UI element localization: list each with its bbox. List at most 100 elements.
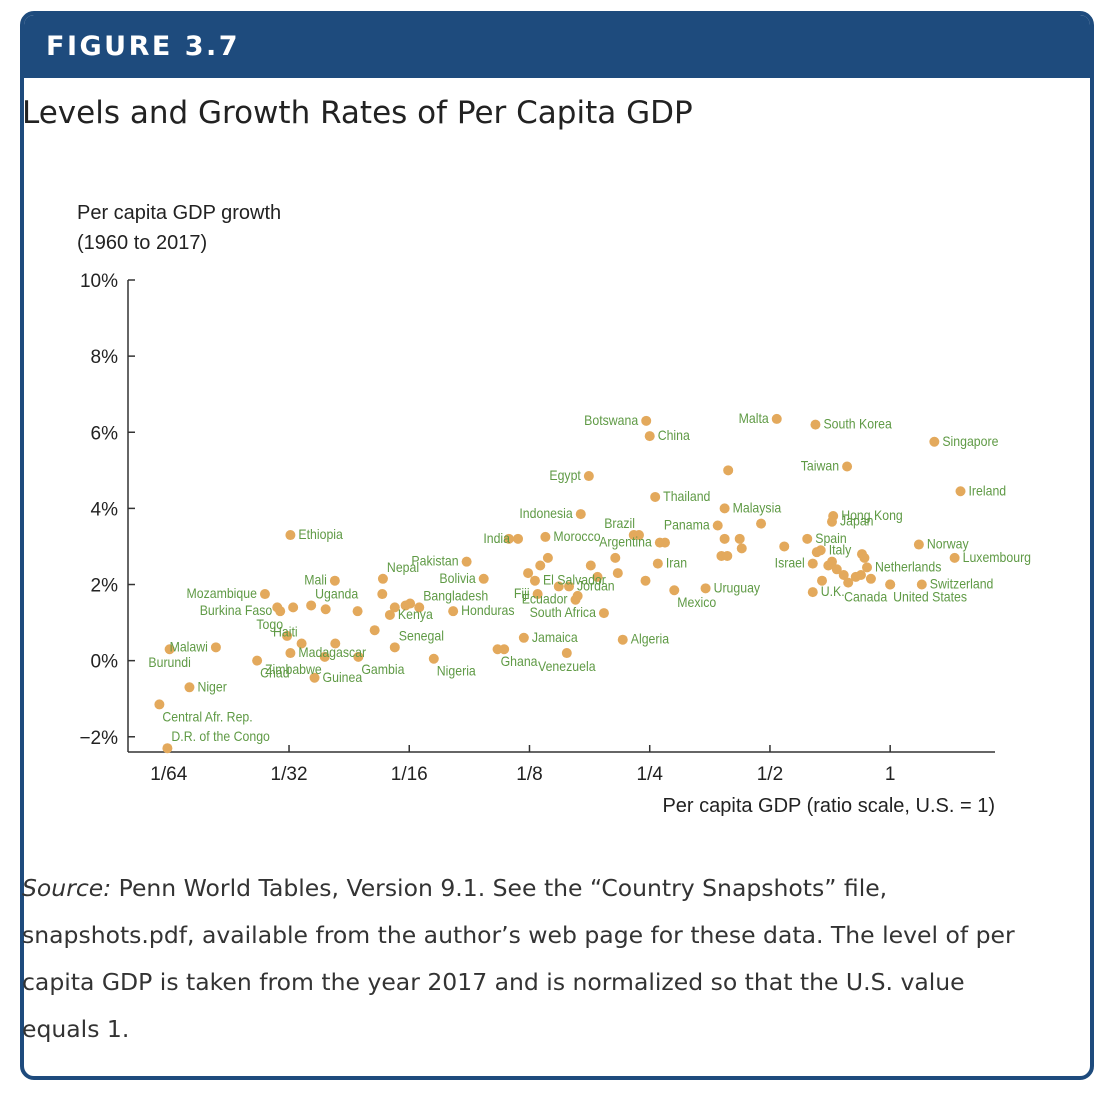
data-point [282, 630, 293, 641]
data-point [734, 533, 745, 544]
point-label: Haiti [273, 624, 298, 640]
point-label: Ethiopia [298, 526, 343, 542]
point-label: Spain [815, 530, 846, 546]
x-tick-label: 1/32 [271, 764, 308, 785]
data-point [719, 503, 730, 514]
y-axis-label-line2: (1960 to 2017) [77, 232, 207, 254]
point-label: Jordan [577, 578, 615, 594]
point-label: Pakistan [411, 553, 458, 569]
point-label: Senegal [399, 628, 444, 644]
data-point [162, 743, 173, 754]
point-label: Bangladesh [423, 588, 488, 604]
data-point [535, 560, 546, 571]
point-label: Mali [304, 572, 327, 588]
data-point [503, 533, 514, 544]
source-prefix: Source: [22, 874, 112, 902]
point-label: South Korea [823, 416, 892, 432]
data-point [553, 581, 564, 592]
data-point [865, 573, 876, 584]
data-point [802, 533, 813, 544]
data-point [826, 556, 837, 567]
point-label: Singapore [942, 433, 998, 449]
x-tick-label: 1/64 [150, 764, 187, 785]
point-label: Malaysia [733, 500, 782, 516]
point-label: U.K. [821, 583, 845, 599]
y-tick-label: −2% [79, 728, 118, 749]
data-point [807, 558, 818, 569]
data-point [377, 573, 388, 584]
point-label: Fiji [514, 585, 530, 601]
point-label: Malawi [170, 639, 208, 655]
data-point [811, 547, 822, 558]
scatter-chart: Per capita GDP growth (1960 to 2017) Per… [77, 202, 1031, 817]
y-axis-label-line1: Per capita GDP growth [77, 202, 281, 224]
data-point [542, 552, 553, 563]
data-point [513, 533, 524, 544]
data-point [949, 552, 960, 563]
point-label: Chad [260, 665, 289, 681]
data-point [592, 571, 603, 582]
data-point [659, 537, 670, 548]
data-point [352, 606, 363, 617]
source-note: Source: Penn World Tables, Version 9.1. … [22, 865, 1032, 1053]
point-label: Hong Kong [841, 507, 903, 523]
axes: 10% 8% 6% 4% 2% 0% −2% 1/64 1/32 1/16 1/8 1/4 1/2 1 [79, 271, 995, 785]
point-label: Uruguay [714, 580, 761, 596]
data-point [913, 539, 924, 550]
point-label: Israel [775, 555, 805, 571]
data-point [838, 570, 849, 580]
point-label: Panama [664, 517, 710, 533]
data-point [461, 556, 472, 567]
y-tick-label: 0% [91, 652, 119, 673]
data-point [309, 672, 320, 683]
point-label: Ireland [969, 483, 1007, 499]
figure-number: FIGURE 3.7 [24, 15, 1090, 78]
data-point [306, 600, 317, 611]
data-point [561, 648, 572, 659]
data-point [669, 585, 680, 596]
data-point [736, 543, 747, 554]
point-label: Malta [739, 410, 770, 426]
point-label: Guinea [323, 669, 363, 685]
point-label: Uganda [315, 586, 359, 602]
points-layer [154, 413, 966, 754]
point-label: Honduras [461, 602, 515, 618]
data-point [414, 602, 425, 613]
data-point [652, 558, 663, 569]
data-point [389, 642, 400, 653]
data-point [583, 471, 594, 482]
data-point [722, 550, 733, 561]
data-point [843, 577, 854, 588]
data-point [585, 560, 596, 571]
data-point [617, 634, 628, 645]
point-label: Luxembourg [963, 549, 1031, 565]
data-point [771, 413, 782, 424]
x-tick-label: 1 [885, 764, 896, 785]
data-point [377, 589, 388, 600]
data-point [369, 625, 380, 636]
point-label: D.R. of the Congo [171, 728, 270, 744]
labels-layer: Botswana China Malta South Korea Singapore Ta… [148, 410, 1031, 744]
x-axis-label: Per capita GDP (ratio scale, U.S. = 1) [662, 795, 995, 817]
point-label: Ecuador [522, 591, 568, 607]
point-label: Ghana [501, 653, 539, 669]
data-point [779, 541, 790, 552]
point-label: Netherlands [875, 559, 942, 575]
data-point [826, 516, 837, 527]
point-label: Zimbabwe [265, 661, 322, 677]
y-tick-label: 2% [91, 576, 119, 597]
point-label: Norway [927, 536, 969, 552]
data-point [712, 520, 723, 531]
data-point [184, 682, 195, 693]
data-point [644, 431, 655, 442]
data-point [499, 644, 510, 655]
point-label: Taiwan [801, 458, 839, 474]
data-point [700, 583, 711, 594]
point-label: Niger [197, 679, 227, 695]
point-label: India [483, 530, 510, 546]
data-point [564, 581, 575, 592]
point-label: Mexico [677, 594, 716, 610]
source-text: Penn World Tables, Version 9.1. See the … [22, 874, 1015, 1043]
figure-title: Levels and Growth Rates of Per Capita GD… [22, 95, 693, 131]
y-tick-label: 4% [91, 499, 119, 520]
